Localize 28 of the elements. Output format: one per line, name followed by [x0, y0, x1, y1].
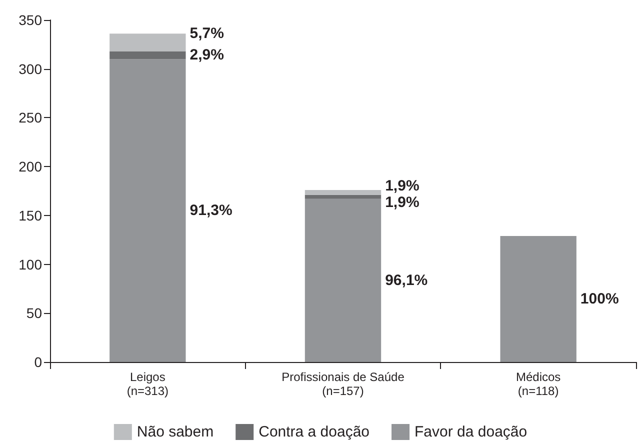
legend-label: Não sabem	[136, 424, 214, 440]
annotation: 2,9%	[190, 46, 224, 64]
x-tick-label: Médicos (n=118)	[516, 370, 561, 398]
annotation: 91,3%	[190, 202, 232, 220]
annotation: 100%	[580, 290, 619, 308]
y-tick-label: 50	[26, 305, 42, 322]
annotation: 1,9%	[385, 194, 420, 212]
y-tick-label: 0	[34, 354, 42, 370]
annotation: 1,9%	[385, 178, 420, 195]
bar	[304, 198, 382, 362]
bar	[304, 190, 382, 195]
bar	[500, 236, 576, 362]
y-tick-label: 150	[18, 207, 42, 224]
legend-label: Contra a doação	[258, 424, 370, 440]
bar	[110, 34, 186, 52]
bar	[110, 59, 186, 362]
y-tick-label: 300	[18, 60, 42, 77]
x-tick-label: Leigos (n=313)	[126, 370, 169, 398]
y-tick-label: 200	[18, 158, 42, 175]
annotation: 96,1%	[385, 272, 428, 289]
legend-label: Favor da doação	[414, 424, 528, 440]
bar	[304, 194, 382, 199]
bar	[110, 51, 186, 60]
x-tick-label: Profissionais de Saúde (n=157)	[282, 370, 405, 398]
annotation: 5,7%	[190, 25, 224, 42]
y-tick-label: 350	[18, 12, 42, 28]
y-tick-label: 100	[18, 256, 42, 272]
y-tick-label: 250	[18, 110, 42, 126]
